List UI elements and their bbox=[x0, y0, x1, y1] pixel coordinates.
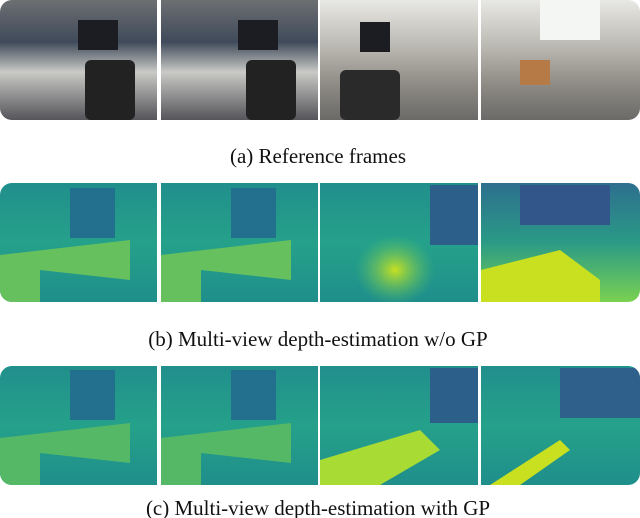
depth-row-without-gp bbox=[0, 183, 640, 302]
reference-row bbox=[0, 0, 640, 120]
caption: (c) Multi-view depth-estimation with GP bbox=[146, 496, 490, 518]
depth-row-with-gp bbox=[0, 366, 640, 485]
caption: (a) Reference frames bbox=[230, 144, 406, 168]
caption: (b) Multi-view depth-estimation w/o GP bbox=[148, 327, 487, 351]
